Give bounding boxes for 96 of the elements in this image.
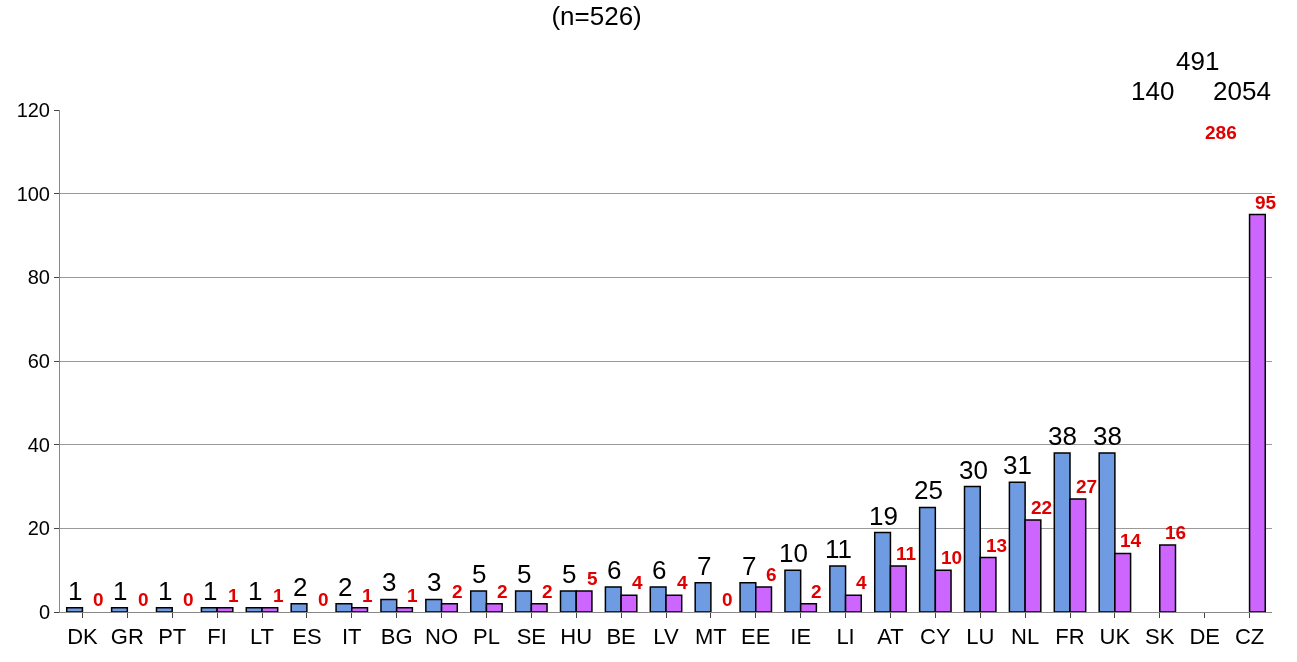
- y-tick-label: 20: [27, 517, 50, 540]
- x-tick-label: LI: [836, 624, 855, 650]
- text: 286: [1205, 122, 1237, 143]
- data-label: 0: [138, 589, 149, 610]
- x-tick-label: LU: [966, 624, 995, 650]
- bar: [290, 602, 308, 612]
- text: 140: [1131, 76, 1175, 106]
- chart-title: (n=526): [551, 0, 642, 31]
- data-label: 1: [407, 585, 418, 606]
- data-label: 5: [562, 559, 577, 589]
- bar: [1159, 544, 1177, 612]
- data-label: 3: [427, 567, 442, 597]
- bar: [155, 607, 173, 612]
- data-label: 25: [914, 475, 943, 505]
- x-tick-label: IE: [790, 624, 812, 650]
- text: 2054: [1213, 76, 1271, 106]
- x-tick-label: IT: [342, 624, 362, 650]
- x-tick-label: LV: [653, 624, 679, 650]
- data-label: 6: [652, 555, 667, 585]
- data-label: 38: [1048, 421, 1077, 451]
- data-label: 5: [472, 559, 487, 589]
- data-label: 19: [869, 501, 898, 531]
- data-label: 5: [517, 559, 532, 589]
- x-tick-label: FI: [207, 624, 227, 650]
- y-tick-label: 120: [16, 99, 50, 121]
- text: 491: [1176, 46, 1220, 76]
- data-label: 1: [228, 585, 239, 606]
- x-tick-label: EE: [741, 624, 771, 650]
- x-tick-label: SK: [1145, 624, 1175, 650]
- x-tick-label: PL: [472, 624, 500, 650]
- data-label: 27: [1076, 476, 1098, 497]
- data-label: 6: [766, 564, 777, 585]
- x-tick-label: DE: [1189, 624, 1220, 650]
- data-label: 1: [248, 576, 263, 606]
- data-label: 1: [362, 585, 373, 606]
- data-label: 1: [203, 576, 218, 606]
- data-label: 11: [896, 543, 917, 564]
- x-tick-label: MT: [695, 624, 727, 650]
- data-label: 0: [722, 589, 733, 610]
- data-label: 13: [986, 535, 1008, 556]
- x-tick-label: UK: [1099, 624, 1131, 650]
- data-label: 30: [959, 455, 988, 485]
- data-label: 16: [1165, 522, 1187, 543]
- x-tick-label: BE: [606, 624, 636, 650]
- y-tick-label: 100: [16, 182, 50, 205]
- data-label: 14: [1120, 530, 1142, 551]
- data-label: 2: [338, 572, 353, 602]
- data-label: 1: [113, 576, 128, 606]
- data-label: 2: [811, 581, 822, 602]
- data-label: 5: [587, 568, 598, 589]
- x-tick-label: DK: [67, 624, 99, 650]
- data-label: 10: [941, 547, 963, 568]
- y-tick-label: 40: [27, 433, 50, 456]
- x-tick-label: CY: [920, 624, 951, 650]
- data-label: 95: [1255, 192, 1277, 213]
- x-tick-label: LT: [249, 624, 275, 650]
- data-label: 0: [183, 589, 194, 610]
- x-tick-label: GR: [110, 624, 144, 650]
- data-label: 3: [382, 567, 397, 597]
- bar: [65, 607, 84, 612]
- y-tick-label: 80: [27, 266, 50, 289]
- data-label: 2: [452, 581, 463, 602]
- data-label: 4: [677, 572, 688, 593]
- data-label: 7: [697, 551, 712, 581]
- data-label: 11: [825, 534, 852, 564]
- data-label: 38: [1093, 421, 1122, 451]
- data-label: 2: [497, 581, 508, 602]
- data-label: 31: [1003, 450, 1032, 480]
- data-label: 1: [68, 576, 83, 606]
- data-label: 0: [93, 589, 104, 610]
- data-label: 10: [779, 538, 808, 568]
- x-tick-label: BG: [380, 624, 413, 650]
- data-label: 4: [856, 572, 867, 593]
- y-tick-label: 60: [27, 350, 50, 372]
- x-tick-label: CZ: [1234, 624, 1265, 650]
- data-label: 1: [158, 576, 173, 606]
- data-label: 2: [293, 572, 308, 602]
- bar: [110, 607, 129, 612]
- y-tick-label: 0: [38, 601, 50, 623]
- x-tick-label: NO: [425, 624, 459, 650]
- data-label: 22: [1031, 497, 1053, 518]
- data-label: 4: [632, 572, 643, 593]
- x-tick-label: HU: [560, 624, 593, 650]
- data-label: 1: [273, 585, 284, 606]
- data-label: 0: [318, 589, 329, 610]
- x-tick-label: NL: [1011, 624, 1040, 650]
- bar: [694, 581, 712, 612]
- x-tick-label: FR: [1055, 624, 1085, 650]
- x-tick-label: PT: [158, 624, 187, 650]
- data-label: 7: [742, 551, 757, 581]
- data-label: 2: [542, 581, 553, 602]
- x-tick-label: ES: [292, 624, 322, 650]
- data-label: 6: [607, 555, 622, 585]
- x-tick-label: SE: [516, 624, 547, 650]
- x-tick-label: AT: [877, 624, 904, 650]
- bar: [1248, 213, 1267, 612]
